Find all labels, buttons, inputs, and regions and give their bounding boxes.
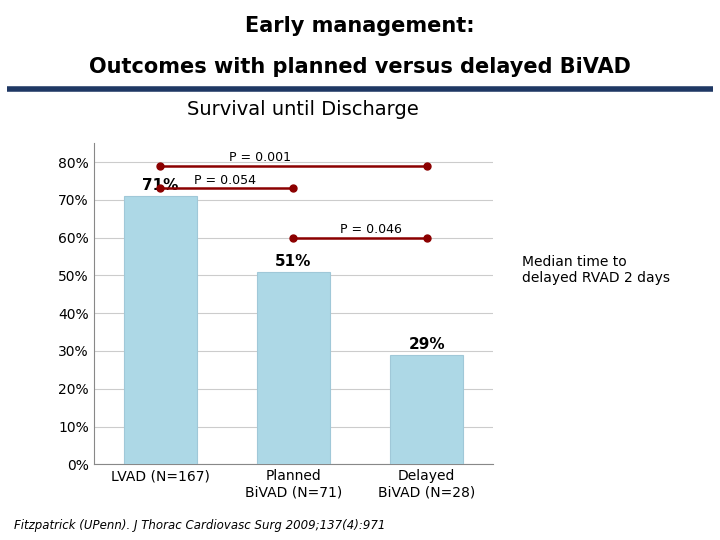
Text: 29%: 29% (408, 337, 445, 352)
Bar (257, 272, 330, 464)
Bar (390, 355, 463, 464)
Text: 71%: 71% (142, 178, 179, 193)
Text: P = 0.054: P = 0.054 (194, 174, 256, 187)
Text: 51%: 51% (275, 254, 312, 268)
Text: Early management:: Early management: (246, 16, 474, 36)
Bar (124, 196, 197, 464)
Text: P = 0.046: P = 0.046 (340, 223, 402, 236)
Text: Outcomes with planned versus delayed BiVAD: Outcomes with planned versus delayed BiV… (89, 57, 631, 77)
Text: Survival until Discharge: Survival until Discharge (186, 100, 418, 119)
Text: Fitzpatrick (UPenn). J Thorac Cardiovasc Surg 2009;137(4):971: Fitzpatrick (UPenn). J Thorac Cardiovasc… (14, 519, 386, 532)
Text: P = 0.001: P = 0.001 (229, 151, 291, 164)
Text: Median time to
delayed RVAD 2 days: Median time to delayed RVAD 2 days (522, 255, 670, 285)
